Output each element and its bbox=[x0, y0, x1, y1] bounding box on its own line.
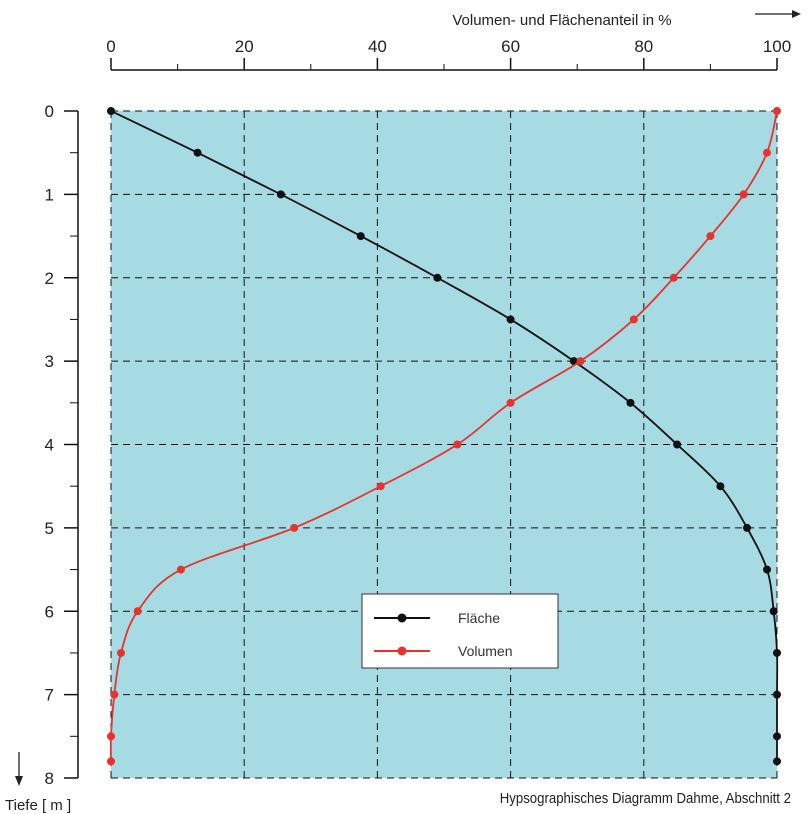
y-tick-label-8: 8 bbox=[45, 769, 54, 788]
x-axis-title: Volumen- und Flächenanteil in % bbox=[452, 12, 671, 29]
data-point-volumen-10 bbox=[290, 523, 299, 532]
data-point-volumen-16 bbox=[107, 757, 115, 766]
data-point-volumen-11 bbox=[176, 565, 185, 574]
data-point-volumen-14 bbox=[110, 690, 119, 699]
data-point-volumen-2 bbox=[739, 190, 748, 199]
x-tick-label-20: 20 bbox=[235, 37, 254, 56]
data-point-flaeche-14 bbox=[773, 690, 781, 699]
data-point-flaeche-4 bbox=[433, 273, 442, 282]
data-point-flaeche-1 bbox=[193, 148, 202, 157]
data-point-volumen-1 bbox=[763, 148, 772, 157]
data-point-flaeche-16 bbox=[773, 757, 781, 766]
legend-label-flaeche: Fläche bbox=[458, 610, 500, 626]
data-point-volumen-8 bbox=[453, 440, 462, 449]
data-point-flaeche-11 bbox=[763, 565, 772, 574]
data-point-volumen-3 bbox=[706, 232, 715, 241]
data-point-flaeche-9 bbox=[716, 482, 725, 491]
y-axis-arrow-icon bbox=[15, 752, 23, 786]
data-point-volumen-12 bbox=[133, 607, 142, 616]
data-point-volumen-13 bbox=[116, 648, 125, 657]
y-tick-label-3: 3 bbox=[45, 352, 54, 371]
data-point-volumen-6 bbox=[576, 357, 585, 366]
y-tick-label-7: 7 bbox=[45, 686, 54, 705]
x-tick-label-80: 80 bbox=[634, 37, 653, 56]
data-point-flaeche-0 bbox=[107, 107, 115, 115]
series-layer bbox=[107, 107, 781, 766]
data-point-flaeche-2 bbox=[276, 190, 285, 199]
axes: 0 20 40 60 80 100 0 1 2 3 4 5 6 7 8 bbox=[45, 37, 792, 788]
data-point-flaeche-8 bbox=[673, 440, 682, 449]
y-tick-label-5: 5 bbox=[45, 519, 54, 538]
x-tick-label-100: 100 bbox=[763, 37, 791, 56]
data-point-flaeche-13 bbox=[773, 648, 781, 657]
y-tick-label-0: 0 bbox=[45, 102, 54, 121]
data-point-volumen-7 bbox=[506, 398, 515, 407]
y-tick-label-4: 4 bbox=[45, 436, 54, 455]
data-point-flaeche-3 bbox=[356, 232, 365, 241]
data-point-flaeche-7 bbox=[626, 398, 635, 407]
y-tick-label-1: 1 bbox=[45, 185, 54, 204]
legend: Fläche Volumen bbox=[361, 593, 559, 669]
data-point-flaeche-15 bbox=[773, 732, 781, 741]
legend-marker-flaeche bbox=[397, 613, 407, 623]
x-tick-label-60: 60 bbox=[501, 37, 520, 56]
y-tick-label-2: 2 bbox=[45, 269, 54, 288]
chart-caption: Hypsographisches Diagramm Dahme, Abschni… bbox=[499, 790, 791, 807]
data-point-volumen-0 bbox=[773, 107, 781, 115]
data-point-volumen-9 bbox=[376, 482, 385, 491]
x-tick-label-40: 40 bbox=[368, 37, 387, 56]
legend-label-volumen: Volumen bbox=[458, 643, 512, 659]
data-point-volumen-15 bbox=[107, 732, 115, 741]
legend-marker-volumen bbox=[397, 646, 407, 656]
y-tick-label-6: 6 bbox=[45, 602, 54, 621]
y-axis-title: Tiefe [ m ] bbox=[5, 797, 71, 814]
data-point-flaeche-5 bbox=[506, 315, 515, 324]
x-axis-arrow-icon bbox=[755, 10, 801, 18]
data-point-volumen-5 bbox=[629, 315, 638, 324]
legend-box bbox=[361, 593, 559, 669]
x-tick-label-0: 0 bbox=[106, 37, 115, 56]
data-point-flaeche-10 bbox=[743, 523, 752, 532]
data-point-volumen-4 bbox=[669, 273, 678, 282]
data-point-flaeche-12 bbox=[769, 607, 778, 616]
